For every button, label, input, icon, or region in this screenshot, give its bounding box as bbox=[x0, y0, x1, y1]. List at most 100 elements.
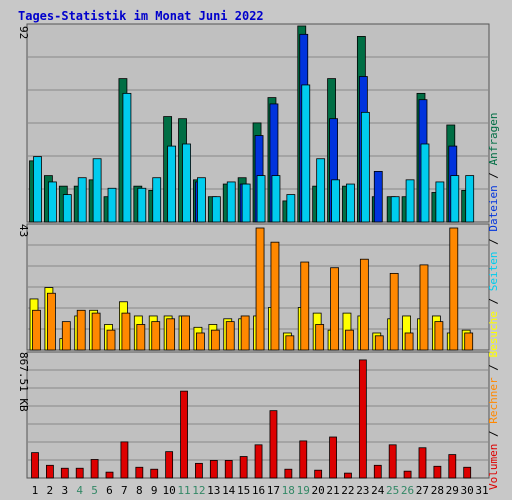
x-tick-label-2: 2 bbox=[47, 484, 54, 497]
bar-seiten-day-3 bbox=[62, 194, 72, 223]
bar-seiten-day-4 bbox=[77, 177, 87, 223]
bar-seiten-day-2 bbox=[48, 181, 57, 223]
legend-part-10: Anfragen bbox=[487, 112, 500, 165]
x-tick-label-13: 13 bbox=[207, 484, 220, 497]
bar-volumen-day-17 bbox=[269, 410, 278, 479]
legend-part-6: Seiten bbox=[487, 252, 500, 292]
middle-panel bbox=[26, 223, 490, 351]
bar-rechner-day-2 bbox=[47, 292, 56, 351]
bar-volumen-day-22 bbox=[344, 472, 352, 479]
bar-volumen-day-20 bbox=[314, 469, 323, 479]
bar-rechner-day-18 bbox=[285, 335, 295, 351]
bar-seiten-day-7 bbox=[122, 92, 132, 223]
bar-seiten-day-28 bbox=[435, 181, 445, 223]
bar-volumen-day-13 bbox=[209, 460, 218, 479]
bar-rechner-day-8 bbox=[136, 324, 146, 351]
bar-seiten-day-11 bbox=[182, 143, 191, 223]
x-tick-label-16: 16 bbox=[252, 484, 265, 497]
legend-part-8: Dateien bbox=[487, 185, 500, 231]
top-panel bbox=[26, 23, 490, 223]
legend-part-4: Besuche bbox=[487, 311, 500, 357]
x-tick-label-31: 31 bbox=[475, 484, 488, 497]
bar-seiten-day-29 bbox=[450, 175, 460, 223]
x-tick-label-10: 10 bbox=[162, 484, 175, 497]
bar-rechner-day-16 bbox=[255, 227, 265, 351]
bar-volumen-day-19 bbox=[299, 440, 308, 479]
bar-volumen-day-26 bbox=[403, 470, 412, 479]
x-tick-label-3: 3 bbox=[61, 484, 68, 497]
x-tick-label-26: 26 bbox=[401, 484, 414, 497]
bar-rechner-day-28 bbox=[434, 321, 444, 351]
bar-rechner-day-24 bbox=[374, 335, 384, 351]
bar-volumen-day-6 bbox=[105, 471, 114, 479]
bar-volumen-day-12 bbox=[195, 462, 203, 479]
bottom-panel bbox=[26, 351, 490, 479]
bar-rechner-day-10 bbox=[166, 318, 176, 351]
x-tick-label-15: 15 bbox=[237, 484, 250, 497]
legend-part-0: Volumen bbox=[487, 444, 500, 490]
bar-volumen-day-18 bbox=[284, 468, 293, 479]
bar-rechner-day-25 bbox=[389, 272, 399, 351]
bar-seiten-day-22 bbox=[346, 183, 355, 223]
bar-volumen-day-9 bbox=[150, 468, 159, 479]
bar-seiten-day-1 bbox=[33, 156, 42, 223]
legend-part-5: / bbox=[487, 291, 500, 311]
bar-volumen-day-11 bbox=[180, 390, 188, 479]
x-tick-label-27: 27 bbox=[416, 484, 429, 497]
bar-seiten-day-14 bbox=[226, 181, 236, 223]
bar-seiten-day-16 bbox=[256, 175, 266, 223]
x-tick-label-23: 23 bbox=[356, 484, 369, 497]
bar-volumen-day-2 bbox=[46, 464, 54, 479]
x-axis-labels: 1 2 3 4 5 6 7 8 9 10 11 12 13 14 15 16 17 18 19 20 21 22 23 24 2… bbox=[32, 484, 489, 497]
bar-seiten-day-18 bbox=[286, 194, 296, 223]
bar-volumen-day-27 bbox=[418, 447, 427, 479]
bar-rechner-day-21 bbox=[330, 267, 339, 351]
x-tick-label-1: 1 bbox=[32, 484, 39, 497]
bar-rechner-day-29 bbox=[449, 227, 459, 351]
bar-volumen-day-23 bbox=[358, 359, 367, 479]
bar-seiten-day-25 bbox=[390, 196, 400, 223]
bar-volumen-day-14 bbox=[224, 460, 233, 479]
bar-volumen-day-24 bbox=[373, 464, 382, 479]
bar-seiten-day-19 bbox=[301, 84, 311, 223]
x-tick-label-24: 24 bbox=[371, 484, 385, 497]
bar-volumen-day-21 bbox=[329, 436, 337, 479]
bar-rechner-day-19 bbox=[300, 261, 310, 351]
legend-part-2: Rechner bbox=[487, 377, 500, 424]
x-tick-label-25: 25 bbox=[386, 484, 399, 497]
x-tick-label-28: 28 bbox=[431, 484, 444, 497]
bar-volumen-day-29 bbox=[448, 454, 457, 479]
legend-part-9: / bbox=[487, 165, 500, 185]
bar-rechner-day-12 bbox=[196, 332, 205, 351]
x-tick-label-14: 14 bbox=[222, 484, 236, 497]
legend-part-1: / bbox=[487, 424, 500, 444]
x-tick-label-22: 22 bbox=[341, 484, 354, 497]
bar-dateien-day-24 bbox=[373, 170, 383, 223]
bar-seiten-day-8 bbox=[137, 187, 147, 223]
chart-title: Tages-Statistik im Monat Juni 2022 bbox=[18, 9, 264, 23]
bar-rechner-day-9 bbox=[151, 321, 161, 351]
bar-volumen-day-5 bbox=[90, 459, 99, 479]
bar-rechner-day-3 bbox=[61, 321, 71, 351]
bar-seiten-day-12 bbox=[197, 177, 206, 223]
bar-rechner-day-23 bbox=[359, 258, 369, 351]
bar-rechner-day-6 bbox=[106, 329, 116, 351]
bar-volumen-day-30 bbox=[463, 466, 472, 479]
bar-rechner-day-1 bbox=[32, 309, 41, 351]
bar-volumen-day-8 bbox=[135, 466, 144, 479]
bar-seiten-day-5 bbox=[92, 158, 102, 223]
bar-volumen-day-7 bbox=[120, 441, 129, 479]
bar-seiten-day-15 bbox=[241, 183, 251, 223]
bar-rechner-day-17 bbox=[270, 241, 280, 351]
bar-seiten-day-21 bbox=[331, 179, 340, 223]
bar-volumen-day-10 bbox=[165, 451, 174, 479]
bar-rechner-day-4 bbox=[76, 309, 86, 351]
bar-volumen-day-28 bbox=[433, 465, 442, 479]
bar-rechner-day-5 bbox=[91, 312, 101, 351]
bar-seiten-day-30 bbox=[465, 175, 475, 223]
bar-volumen-day-15 bbox=[239, 456, 248, 479]
x-tick-label-12: 12 bbox=[192, 484, 205, 497]
bar-volumen-day-4 bbox=[75, 467, 84, 479]
bar-volumen-day-1 bbox=[31, 452, 39, 479]
x-tick-label-4: 4 bbox=[76, 484, 83, 497]
